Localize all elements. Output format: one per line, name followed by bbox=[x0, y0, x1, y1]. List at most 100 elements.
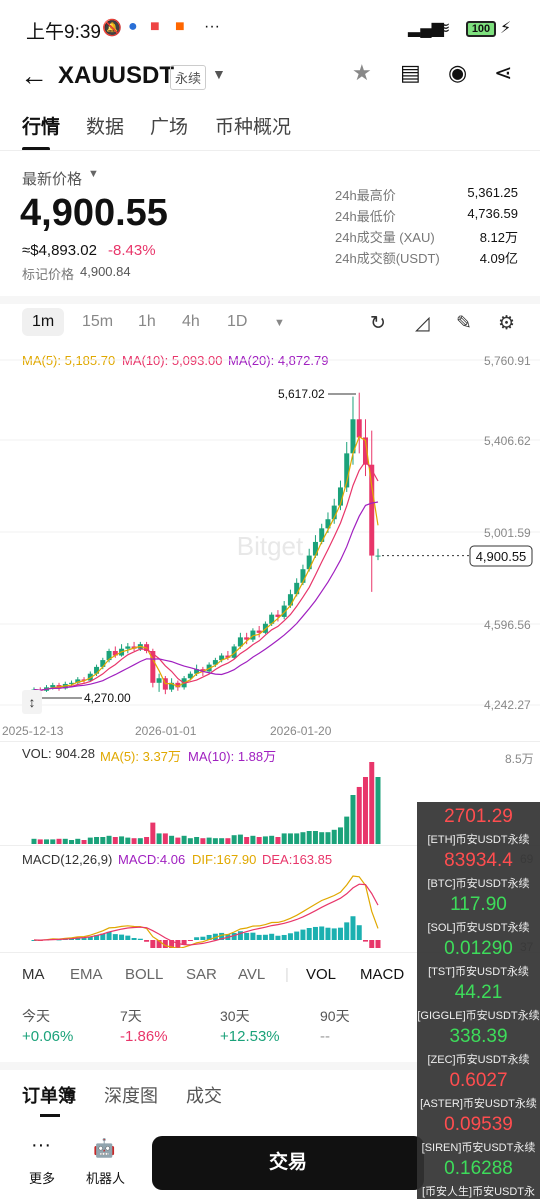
candle-body bbox=[169, 682, 175, 690]
vol-ma10-legend: MA(10): 1.88万 bbox=[188, 749, 277, 764]
orderbook-tab-underline bbox=[40, 1114, 60, 1117]
candle-body bbox=[362, 437, 368, 465]
chevron-down-icon[interactable]: ▼ bbox=[88, 168, 99, 180]
volume-bar bbox=[119, 836, 125, 844]
tab-overview[interactable]: 币种概况 bbox=[215, 117, 292, 138]
volume-bar bbox=[150, 822, 156, 844]
volume-bar bbox=[112, 837, 118, 844]
mark-price-label: 标记价格 bbox=[22, 267, 75, 282]
macd-chart[interactable] bbox=[0, 866, 415, 948]
robot-label[interactable]: 机器人 bbox=[86, 1171, 126, 1186]
candlestick-chart[interactable]: Bitget 4,900.55 5,617.02 4,270.00 ↕ bbox=[0, 350, 540, 745]
timeframe-1h[interactable]: 1h bbox=[138, 313, 156, 330]
indicator-ema[interactable]: EMA bbox=[70, 966, 103, 983]
candle-body bbox=[100, 660, 106, 667]
chevron-down-icon[interactable]: ▼ bbox=[274, 317, 285, 329]
volume-chart[interactable] bbox=[0, 760, 415, 844]
more-icon[interactable]: ··· bbox=[31, 1134, 51, 1156]
timeframe-1m[interactable]: 1m bbox=[22, 308, 65, 336]
timeframe-15m[interactable]: 15m bbox=[82, 313, 114, 330]
refresh-icon[interactable]: ↻ bbox=[370, 313, 386, 334]
vol-ma5-legend: MA(5): 3.37万 bbox=[100, 749, 181, 764]
volume-bar bbox=[206, 837, 212, 844]
chart-type-icon[interactable]: ◿ bbox=[415, 313, 430, 334]
timeframe-4h[interactable]: 4h bbox=[182, 313, 200, 330]
section-gap bbox=[0, 1062, 540, 1070]
candle-body bbox=[287, 594, 293, 606]
main-tabs: 行情 数据 广场 币种概况 bbox=[0, 112, 540, 152]
y-tick: 5,406.62 bbox=[484, 434, 531, 448]
floating-ticker-panel[interactable]: 2701.29 [ETH]币安USDT永续 83934.4 [BTC]币安USDT永续… bbox=[417, 802, 540, 1199]
volume-bar bbox=[156, 833, 162, 844]
tab-data[interactable]: 数据 bbox=[86, 117, 125, 138]
ticker-price: 0.16288 bbox=[444, 1158, 513, 1179]
volume-bar bbox=[144, 837, 150, 844]
robot-icon[interactable]: 🤖 bbox=[93, 1138, 116, 1158]
indicator-boll[interactable]: BOLL bbox=[125, 966, 164, 983]
timeframe-1d[interactable]: 1D bbox=[227, 313, 248, 330]
candle-body bbox=[244, 637, 250, 640]
volume-bar bbox=[181, 835, 187, 844]
trade-button[interactable]: 交易 bbox=[152, 1136, 424, 1190]
indicator-ma[interactable]: MA bbox=[22, 966, 45, 983]
volume-bar bbox=[100, 837, 106, 844]
draw-icon[interactable]: ✎ bbox=[456, 313, 472, 334]
candle-body bbox=[212, 660, 218, 665]
candle-body bbox=[125, 646, 131, 649]
macd-bar bbox=[81, 938, 87, 940]
indicator-sar[interactable]: SAR bbox=[186, 966, 217, 983]
macd-value: MACD:4.06 bbox=[118, 852, 186, 867]
settings-icon[interactable]: ⚙ bbox=[498, 313, 516, 334]
scale-toggle-icon[interactable] bbox=[22, 690, 42, 714]
indicator-avl[interactable]: AVL bbox=[238, 966, 266, 983]
volume-bar bbox=[331, 829, 337, 844]
macd-bar bbox=[150, 940, 156, 948]
back-arrow-icon[interactable]: ← bbox=[20, 60, 48, 91]
y-tick: 5,760.91 bbox=[484, 354, 531, 368]
bot-icon[interactable]: ◉ bbox=[448, 60, 468, 85]
volume-bar bbox=[287, 833, 293, 844]
volume-bar bbox=[87, 837, 93, 844]
perf-label: 今天 bbox=[22, 1008, 50, 1024]
macd-bar bbox=[275, 935, 281, 940]
macd-bar bbox=[237, 931, 243, 940]
volume-bar bbox=[81, 840, 87, 844]
volume-bar bbox=[194, 837, 200, 844]
candle-body bbox=[337, 487, 343, 506]
candle-body bbox=[256, 630, 262, 633]
macd-bar bbox=[131, 938, 137, 940]
candle-body bbox=[300, 569, 306, 583]
tab-orderbook[interactable]: 订单簿 bbox=[22, 1086, 76, 1106]
volume-bar bbox=[325, 832, 331, 844]
macd-title: MACD(12,26,9) bbox=[22, 852, 113, 867]
volume-bar bbox=[269, 835, 275, 844]
notebook-icon[interactable]: ▤ bbox=[400, 60, 421, 85]
watermark: Bitget bbox=[237, 531, 304, 561]
perf-label: 30天 bbox=[220, 1008, 250, 1024]
volume-bar bbox=[75, 838, 81, 844]
tab-square[interactable]: 广场 bbox=[150, 117, 189, 138]
tab-depth[interactable]: 深度图 bbox=[104, 1086, 158, 1106]
macd-bar bbox=[287, 933, 293, 940]
candle-body bbox=[306, 555, 312, 570]
star-icon[interactable]: ★ bbox=[352, 60, 372, 85]
candle-body bbox=[69, 682, 75, 684]
volume-bar bbox=[362, 777, 368, 844]
candle-body bbox=[194, 669, 200, 674]
indicator-macd[interactable]: MACD bbox=[360, 966, 405, 983]
symbol-title[interactable]: XAUUSDT bbox=[58, 62, 175, 89]
indicator-vol[interactable]: VOL bbox=[306, 966, 337, 983]
last-price-label[interactable]: 最新价格 bbox=[22, 171, 83, 188]
ticker-name: [BTC]币安USDT永续 bbox=[427, 878, 530, 890]
candle-body bbox=[94, 666, 100, 674]
share-icon[interactable]: ⋖ bbox=[494, 60, 513, 85]
chevron-down-icon[interactable]: ▼ bbox=[212, 66, 226, 82]
tab-trades[interactable]: 成交 bbox=[186, 1086, 222, 1106]
app-notif-icon: ● bbox=[128, 18, 138, 35]
candle-body bbox=[350, 419, 356, 454]
tab-market[interactable]: 行情 bbox=[22, 117, 61, 138]
more-label[interactable]: 更多 bbox=[29, 1171, 56, 1186]
mark-price: 4,900.84 bbox=[80, 264, 131, 279]
stat-label: 24h成交量 (XAU) bbox=[335, 230, 435, 245]
candle-body bbox=[281, 605, 287, 617]
